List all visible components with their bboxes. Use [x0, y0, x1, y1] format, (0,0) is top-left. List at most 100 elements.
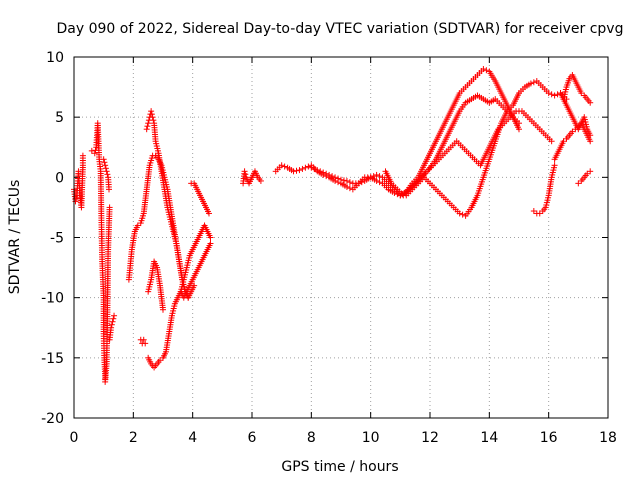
data-point	[459, 211, 466, 218]
data-point	[329, 173, 336, 180]
data-point	[108, 321, 115, 328]
data-point	[587, 138, 594, 145]
x-tick-label: 12	[421, 430, 439, 446]
y-tick-label: 0	[55, 170, 64, 186]
data-point	[100, 156, 107, 163]
data-point	[373, 177, 380, 184]
data-point	[102, 165, 109, 172]
data-point	[587, 168, 594, 175]
data-point	[290, 168, 297, 175]
y-tick-label: -10	[41, 291, 64, 307]
data-point	[79, 152, 86, 159]
data-point	[207, 234, 214, 241]
data-point	[281, 163, 288, 170]
data-point	[355, 180, 362, 187]
data-point	[109, 318, 116, 325]
data-point	[148, 108, 155, 115]
data-point	[551, 92, 558, 99]
data-point	[483, 67, 490, 74]
data-point	[308, 164, 315, 171]
data-point	[370, 173, 377, 180]
data-points	[71, 66, 594, 385]
y-tick-label: -20	[41, 411, 64, 427]
data-point	[101, 159, 108, 166]
data-point	[278, 162, 285, 169]
data-point	[104, 171, 111, 178]
x-tick-label: 18	[599, 430, 617, 446]
data-point	[205, 210, 212, 217]
x-tick-label: 14	[480, 430, 498, 446]
data-point	[241, 168, 248, 175]
data-point	[343, 183, 350, 190]
data-point	[207, 240, 214, 247]
data-point	[340, 177, 347, 184]
data-point	[373, 171, 380, 178]
data-point	[102, 162, 109, 169]
data-point	[111, 312, 118, 319]
data-point	[160, 306, 166, 313]
data-point	[587, 99, 594, 106]
x-tick-label: 4	[188, 430, 197, 446]
y-tick-label: 10	[46, 50, 64, 66]
data-point	[150, 117, 157, 124]
y-tick-label: -15	[41, 351, 64, 367]
data-point	[149, 114, 156, 121]
data-point	[530, 79, 537, 86]
data-point	[548, 91, 555, 98]
axis-ticks: 0 2 4 6 8 10 12 14 16 18 -20 -15 -10 -5 0 5 10	[41, 50, 617, 446]
data-point	[358, 179, 365, 186]
data-point	[326, 171, 333, 178]
x-tick-label: 8	[307, 430, 316, 446]
data-point	[91, 150, 98, 157]
data-point	[338, 176, 344, 183]
data-point	[516, 126, 522, 133]
data-point	[317, 168, 324, 175]
data-point	[480, 66, 487, 73]
y-axis-title: SDTVAR / TECUs	[7, 180, 23, 295]
data-point	[314, 167, 321, 174]
data-point	[140, 336, 147, 343]
data-point	[320, 169, 327, 176]
data-point	[516, 120, 522, 127]
data-point	[293, 167, 300, 174]
data-point	[554, 91, 561, 98]
x-tick-label: 10	[362, 430, 380, 446]
x-tick-label: 2	[129, 430, 138, 446]
data-point	[332, 174, 339, 181]
data-point	[106, 186, 113, 193]
data-point	[305, 163, 312, 170]
data-point	[343, 177, 350, 184]
data-point	[299, 165, 306, 172]
data-point	[551, 162, 558, 169]
data-point	[103, 168, 110, 175]
data-point	[302, 164, 309, 171]
x-axis-title: GPS time / hours	[281, 459, 398, 475]
data-point	[110, 315, 117, 322]
data-point	[346, 179, 353, 186]
data-point	[548, 138, 555, 145]
data-point	[257, 177, 264, 184]
y-tick-label: 5	[55, 110, 64, 126]
data-point	[323, 170, 330, 177]
data-point	[527, 80, 534, 87]
data-point	[72, 198, 79, 205]
data-point	[346, 185, 353, 192]
x-tick-label: 0	[70, 430, 79, 446]
data-point	[311, 165, 318, 172]
data-point	[108, 324, 115, 331]
data-point	[148, 111, 155, 118]
data-point	[545, 90, 552, 97]
data-point	[142, 340, 149, 347]
data-point	[144, 123, 151, 130]
data-point	[296, 167, 303, 174]
data-point	[456, 210, 463, 217]
chart-title: Day 090 of 2022, Sidereal Day-to-day VTE…	[57, 21, 624, 37]
data-point	[143, 126, 150, 133]
data-point	[106, 204, 113, 211]
data-point	[367, 174, 374, 181]
y-tick-label: -5	[50, 231, 64, 247]
x-tick-label: 16	[540, 430, 558, 446]
data-point	[145, 120, 152, 127]
plot-frame	[73, 56, 609, 419]
